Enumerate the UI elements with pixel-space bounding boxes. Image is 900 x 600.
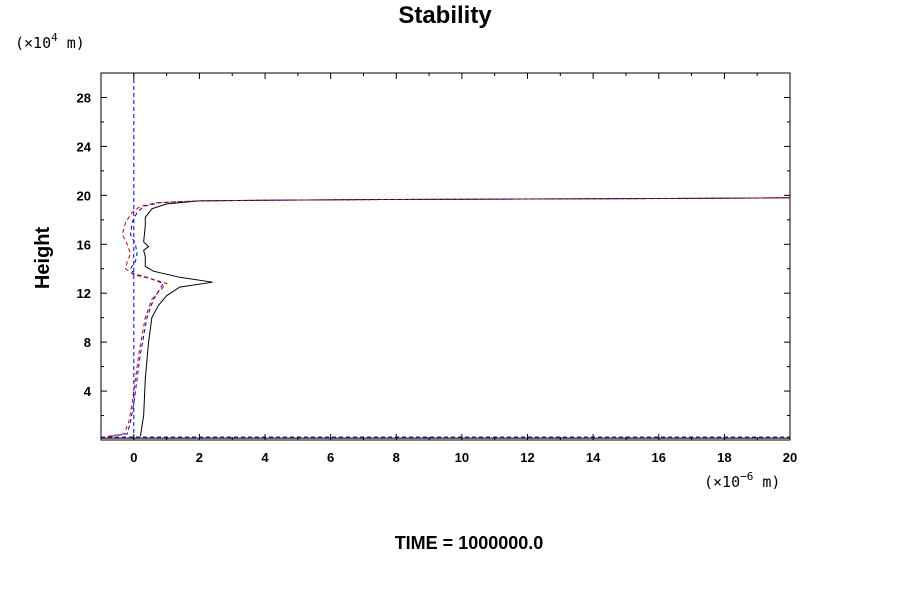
y-tick-label: 28 — [77, 90, 91, 105]
x-tick-label: 14 — [586, 450, 601, 465]
x-tick-label: 4 — [261, 450, 269, 465]
x-tick-label: 0 — [130, 450, 137, 465]
y-axis-label: Height — [32, 227, 54, 290]
time-footer: TIME = 1000000.0 — [395, 533, 544, 553]
chart-title: Stability — [398, 2, 492, 29]
y-units-exponent: 4 — [51, 31, 58, 44]
series-line-3 — [107, 197, 791, 437]
y-tick-label: 16 — [77, 237, 91, 252]
x-tick-label: 18 — [717, 450, 731, 465]
x-units-exponent: −6 — [740, 470, 753, 483]
x-tick-label: 8 — [393, 450, 400, 465]
x-units-suffix: m) — [753, 473, 780, 491]
x-axis-units: (×10−6 m) — [704, 470, 780, 491]
y-tick-label: 20 — [77, 188, 91, 203]
y-tick-label: 12 — [77, 286, 91, 301]
plot-frame — [100, 72, 791, 441]
x-tick-label: 16 — [652, 450, 666, 465]
x-tick-label: 12 — [520, 450, 534, 465]
x-tick-label: 20 — [783, 450, 797, 465]
series-line-0 — [139, 197, 791, 437]
x-units-prefix: (×10 — [704, 473, 740, 491]
x-tick-label: 6 — [327, 450, 334, 465]
y-axis-units: (×104 m) — [15, 31, 85, 52]
x-tick-label: 2 — [196, 450, 203, 465]
x-tick-label: 10 — [455, 450, 469, 465]
series-group — [101, 73, 791, 440]
y-tick-label: 24 — [77, 139, 92, 154]
plot-area — [100, 72, 791, 441]
y-tick-label: 8 — [84, 335, 91, 350]
y-units-suffix: m) — [58, 34, 85, 52]
series-line-2 — [110, 197, 791, 437]
y-tick-label: 4 — [84, 384, 92, 399]
y-units-prefix: (×10 — [15, 34, 51, 52]
